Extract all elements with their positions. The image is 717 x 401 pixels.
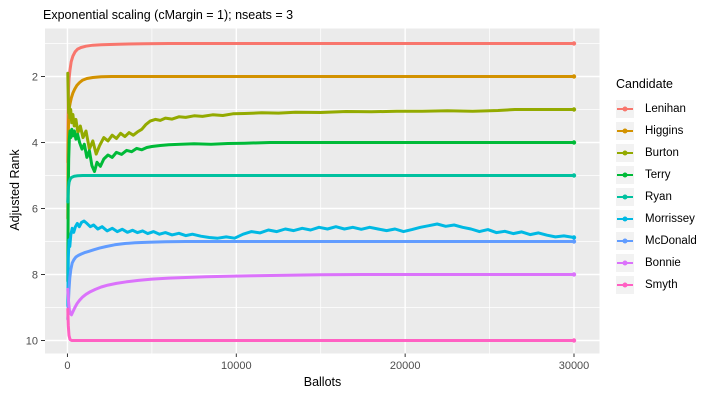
series-line-morrissey [66, 219, 576, 308]
legend-label: Higgins [645, 125, 684, 137]
series-endpoint-ryan [571, 173, 577, 178]
legend-label: Bonnie [645, 257, 681, 269]
legend-label: Lenihan [645, 103, 686, 115]
legend-key [616, 210, 634, 228]
y-tick-label: 6 [32, 204, 38, 216]
legend-key-dot-icon [622, 150, 628, 156]
y-tick-label: 8 [32, 270, 38, 282]
y-tick-label: 2 [32, 72, 38, 84]
series-endpoint-morrissey [571, 235, 577, 240]
legend-key [616, 254, 634, 272]
series-line-ryan [66, 174, 576, 204]
series-line-smyth [66, 307, 576, 342]
legend-key-dot-icon [622, 194, 628, 200]
legend-key-dot-icon [622, 260, 628, 266]
legend-label: Ryan [645, 191, 672, 203]
y-axis-title: Adjusted Rank [8, 149, 22, 231]
legend-key-dot-icon [622, 106, 628, 112]
x-axis-title: Ballots [303, 375, 342, 389]
legend-key-dot-icon [622, 172, 628, 178]
legend-item-bonnie: Bonnie [616, 252, 697, 274]
legend-key [616, 188, 634, 206]
series-line-mcdonald [66, 240, 576, 321]
legend-key-dot-icon [622, 282, 628, 288]
legend-key-dot-icon [622, 238, 628, 244]
legend-label: Smyth [645, 279, 678, 291]
legend-label: McDonald [645, 235, 697, 247]
x-tick-label: 10000 [221, 360, 252, 372]
x-tick-label: 0 [64, 360, 70, 372]
legend-item-ryan: Ryan [616, 186, 697, 208]
legend-item-mcdonald: McDonald [616, 230, 697, 252]
legend-key [616, 166, 634, 184]
y-tick-label: 10 [26, 335, 38, 347]
series-endpoint-mcdonald [571, 239, 577, 244]
plot-panel [45, 28, 600, 354]
y-tick-label: 4 [32, 138, 38, 150]
legend-key [616, 232, 634, 250]
legend-key [616, 144, 634, 162]
series-endpoint-terry [571, 140, 577, 145]
legend-title: Candidate [616, 77, 673, 91]
x-tick-label: 20000 [390, 360, 421, 372]
series-line-bonnie [66, 273, 576, 317]
legend-item-smyth: Smyth [616, 274, 697, 296]
series-line-burton [66, 71, 576, 156]
legend-key [616, 122, 634, 140]
series-line-terry [66, 127, 576, 283]
series-endpoint-higgins [571, 74, 577, 79]
legend-label: Morrissey [645, 213, 695, 225]
legend-key-dot-icon [622, 216, 628, 222]
series-endpoint-smyth [571, 338, 577, 343]
series-endpoint-lenihan [571, 41, 577, 46]
legend-items: Lenihan Higgins Burton Terry Ryan Morrissey Mc… [616, 98, 697, 296]
chart-title: Exponential scaling (cMargin = 1); nseat… [43, 8, 294, 22]
series-endpoint-bonnie [571, 272, 577, 277]
legend-key [616, 276, 634, 294]
legend-label: Burton [645, 147, 679, 159]
legend-key-dot-icon [622, 128, 628, 134]
legend-item-morrissey: Morrissey [616, 208, 697, 230]
legend-key [616, 100, 634, 118]
legend-item-terry: Terry [616, 164, 697, 186]
legend-item-lenihan: Lenihan [616, 98, 697, 120]
legend-item-burton: Burton [616, 142, 697, 164]
series-endpoint-burton [571, 107, 577, 112]
legend: Candidate Lenihan Higgins Burton Terry Ryan M… [616, 77, 697, 296]
legend-label: Terry [645, 169, 671, 181]
legend-item-higgins: Higgins [616, 120, 697, 142]
x-tick-label: 30000 [559, 360, 590, 372]
